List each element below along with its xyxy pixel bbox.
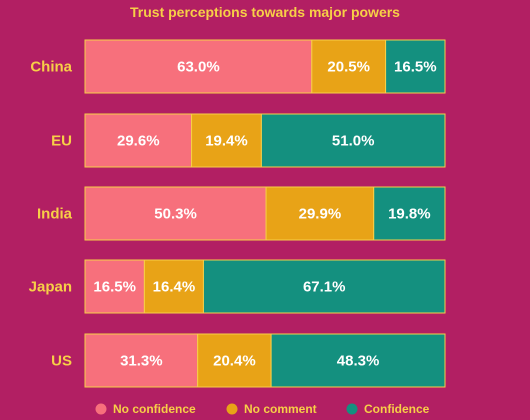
bar-segment-china-confidence	[385, 39, 446, 94]
category-label-japan: Japan	[29, 279, 72, 296]
category-label-eu: EU	[51, 133, 72, 150]
data-label-us-confidence: 48.3%	[337, 353, 380, 370]
legend-label-no-comment: No comment	[244, 402, 317, 416]
bar-segment-us-no-comment	[197, 333, 272, 388]
legend-marker-confidence	[346, 403, 358, 415]
data-label-us-no-confidence: 31.3%	[120, 353, 163, 370]
data-label-china-no-comment: 20.5%	[327, 59, 370, 76]
bar-segment-china-no-comment	[311, 39, 387, 94]
data-label-china-confidence: 16.5%	[394, 59, 437, 76]
bar-segment-india-no-confidence	[84, 186, 267, 241]
legend-marker-no-confidence	[95, 403, 107, 415]
data-label-india-confidence: 19.8%	[388, 206, 431, 223]
data-label-japan-no-confidence: 16.5%	[93, 279, 136, 296]
bar-segment-eu-no-comment	[191, 113, 262, 168]
data-label-india-no-comment: 29.9%	[299, 206, 342, 223]
bar-segment-eu-confidence	[260, 113, 446, 168]
bar-segment-us-confidence	[270, 333, 446, 388]
data-label-us-no-comment: 20.4%	[213, 353, 256, 370]
legend-label-no-confidence: No confidence	[113, 402, 196, 416]
data-label-india-no-confidence: 50.3%	[154, 206, 197, 223]
category-label-us: US	[51, 353, 72, 370]
data-label-eu-no-confidence: 29.6%	[117, 133, 160, 150]
bar-segment-india-confidence	[373, 186, 446, 241]
legend-label-confidence: Confidence	[364, 402, 430, 416]
data-label-japan-confidence: 67.1%	[303, 279, 346, 296]
category-label-india: India	[37, 206, 73, 223]
bar-segment-china-no-confidence	[84, 39, 313, 94]
bar-segment-japan-confidence	[202, 259, 446, 314]
bar-segment-india-no-comment	[265, 186, 375, 241]
data-label-eu-no-comment: 19.4%	[205, 133, 248, 150]
bar-segment-eu-no-confidence	[84, 113, 193, 168]
data-label-eu-confidence: 51.0%	[332, 133, 375, 150]
chart-title: Trust perceptions towards major powers	[130, 4, 400, 20]
data-label-china-no-confidence: 63.0%	[177, 59, 220, 76]
data-label-japan-no-comment: 16.4%	[153, 279, 196, 296]
legend-marker-no-comment	[226, 403, 238, 415]
bar-segment-us-no-confidence	[84, 333, 199, 388]
bar-segment-japan-no-confidence	[84, 259, 145, 314]
category-label-china: China	[30, 59, 72, 76]
